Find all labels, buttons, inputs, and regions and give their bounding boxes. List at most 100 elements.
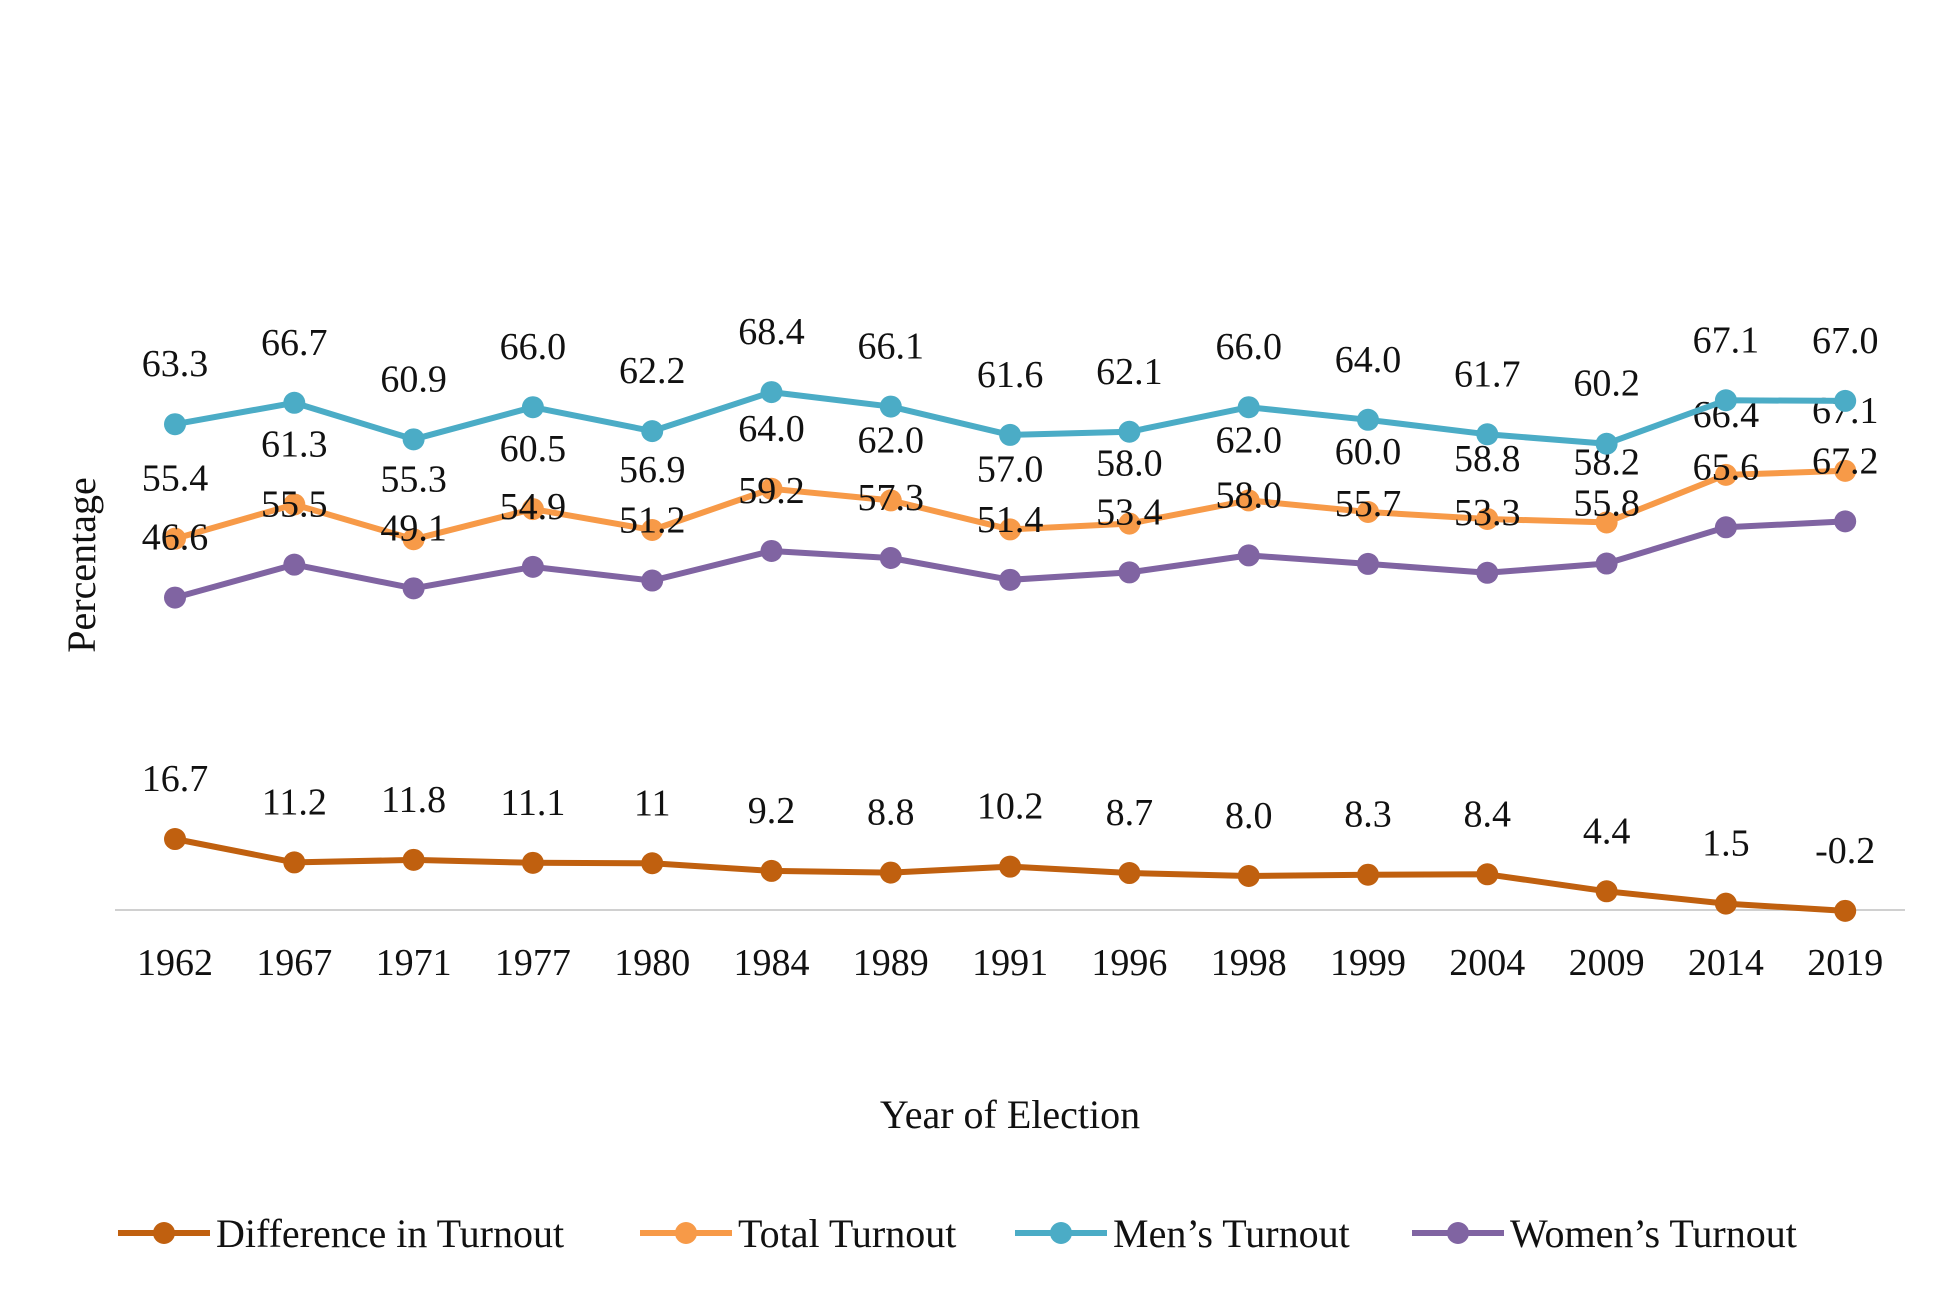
data-label: 60.2 (1573, 363, 1640, 405)
data-label: 53.4 (1096, 491, 1163, 533)
x-tick-label: 2014 (1688, 942, 1764, 984)
data-point (402, 577, 425, 600)
data-point (521, 555, 544, 578)
data-label: 62.0 (858, 419, 925, 461)
data-label: 62.2 (619, 350, 686, 392)
data-label: 61.7 (1454, 353, 1521, 395)
data-label: 8.3 (1344, 794, 1392, 836)
data-point (999, 855, 1022, 878)
data-label: 67.2 (1812, 440, 1879, 482)
y-axis-title: Percentage (59, 477, 104, 652)
legend-label: Women’s Turnout (1510, 1211, 1797, 1256)
data-label: 67.1 (1693, 319, 1760, 361)
data-point (1237, 865, 1260, 887)
data-label: 64.0 (1335, 339, 1402, 381)
data-point (283, 493, 306, 516)
data-label: -0.2 (1815, 830, 1875, 872)
data-point (402, 848, 425, 871)
legend-item: Women’s Turnout (1412, 1211, 1797, 1256)
data-label: 11.8 (381, 779, 446, 821)
series-layer: 16.7 11.2 11.8 11.1 11 9.2 8.8 10.2 8.7 8.0 8.3 8.4… (142, 311, 1879, 922)
legend-label: Difference in Turnout (216, 1211, 564, 1256)
data-label: 62.1 (1096, 351, 1163, 393)
data-point (999, 518, 1022, 541)
data-label: 55.8 (1573, 483, 1640, 525)
data-label: 66.1 (858, 326, 925, 368)
data-label: 16.7 (142, 758, 209, 800)
data-label: 8.8 (867, 792, 915, 834)
x-tick-label: 1977 (495, 942, 571, 984)
data-point (1714, 516, 1737, 539)
data-point (1714, 463, 1737, 486)
data-label: 51.4 (977, 499, 1044, 541)
x-tick-label: 1991 (972, 942, 1048, 984)
data-point (1834, 899, 1857, 922)
series-1: 55.4 61.3 55.3 60.5 56.9 64.0 62.0 57.0 58.0 62.0… (142, 390, 1878, 551)
legend-label: Men’s Turnout (1113, 1211, 1350, 1256)
data-label: 61.3 (261, 423, 328, 465)
legend-item: Difference in Turnout (118, 1211, 564, 1256)
data-label: 67.0 (1812, 320, 1879, 362)
data-point (1237, 544, 1260, 567)
data-point (1714, 892, 1737, 915)
data-label: 55.3 (380, 458, 447, 500)
data-label: 55.7 (1335, 483, 1402, 525)
x-tick-label: 2019 (1807, 942, 1883, 984)
x-tick-label: 1967 (256, 942, 332, 984)
data-point (641, 852, 664, 875)
data-label: 60.9 (380, 358, 447, 400)
data-point (1476, 863, 1499, 886)
data-point (641, 420, 664, 443)
data-point (999, 423, 1022, 446)
data-label: 68.4 (738, 311, 805, 353)
data-label: 51.2 (619, 500, 686, 542)
series-0: 16.7 11.2 11.8 11.1 11 9.2 8.8 10.2 8.7 8.0 8.3 8.4… (142, 758, 1875, 922)
x-tick-label: 1989 (853, 942, 929, 984)
data-label: 66.0 (500, 326, 567, 368)
legend-marker (153, 1222, 175, 1244)
data-point (164, 828, 186, 851)
series-2: 63.3 66.7 60.9 66.0 62.2 68.4 66.1 61.6 62.1 66.0… (142, 311, 1879, 455)
data-point (1595, 880, 1618, 903)
x-tick-label: 1999 (1330, 942, 1406, 984)
data-point (1357, 408, 1379, 431)
data-point (283, 851, 306, 874)
data-label: 63.3 (142, 343, 209, 385)
data-point (1834, 389, 1857, 412)
data-label: 9.2 (748, 790, 796, 832)
x-tick-label: 1998 (1211, 942, 1287, 984)
x-tick-label: 1980 (614, 942, 690, 984)
data-label: 8.4 (1464, 793, 1512, 835)
data-point (1237, 489, 1260, 512)
data-label: 11.1 (500, 782, 565, 824)
data-label: 64.0 (738, 408, 805, 450)
data-point (1476, 507, 1499, 530)
data-label: 58.0 (1215, 474, 1282, 516)
data-point (1237, 396, 1260, 419)
data-point (641, 569, 664, 592)
data-point (1118, 862, 1141, 885)
data-label: 60.0 (1335, 431, 1402, 473)
data-label: 11 (634, 782, 671, 824)
data-point (1357, 863, 1379, 886)
data-point (879, 489, 902, 512)
data-point (521, 396, 544, 419)
data-point (760, 859, 783, 882)
data-point (1595, 511, 1618, 534)
x-tick-label: 2004 (1449, 942, 1525, 984)
data-point (1595, 432, 1618, 455)
x-tick-label: 1996 (1091, 942, 1167, 984)
data-point (1118, 561, 1141, 584)
data-label: 61.6 (977, 354, 1044, 396)
data-label: 56.9 (619, 449, 686, 491)
data-label: 11.2 (262, 781, 327, 823)
data-point (879, 861, 902, 884)
data-point (1118, 420, 1141, 443)
data-point (1834, 459, 1857, 482)
data-point (402, 528, 425, 551)
data-label: 62.0 (1215, 419, 1282, 461)
data-label: 66.7 (261, 322, 328, 364)
data-point (164, 413, 186, 436)
